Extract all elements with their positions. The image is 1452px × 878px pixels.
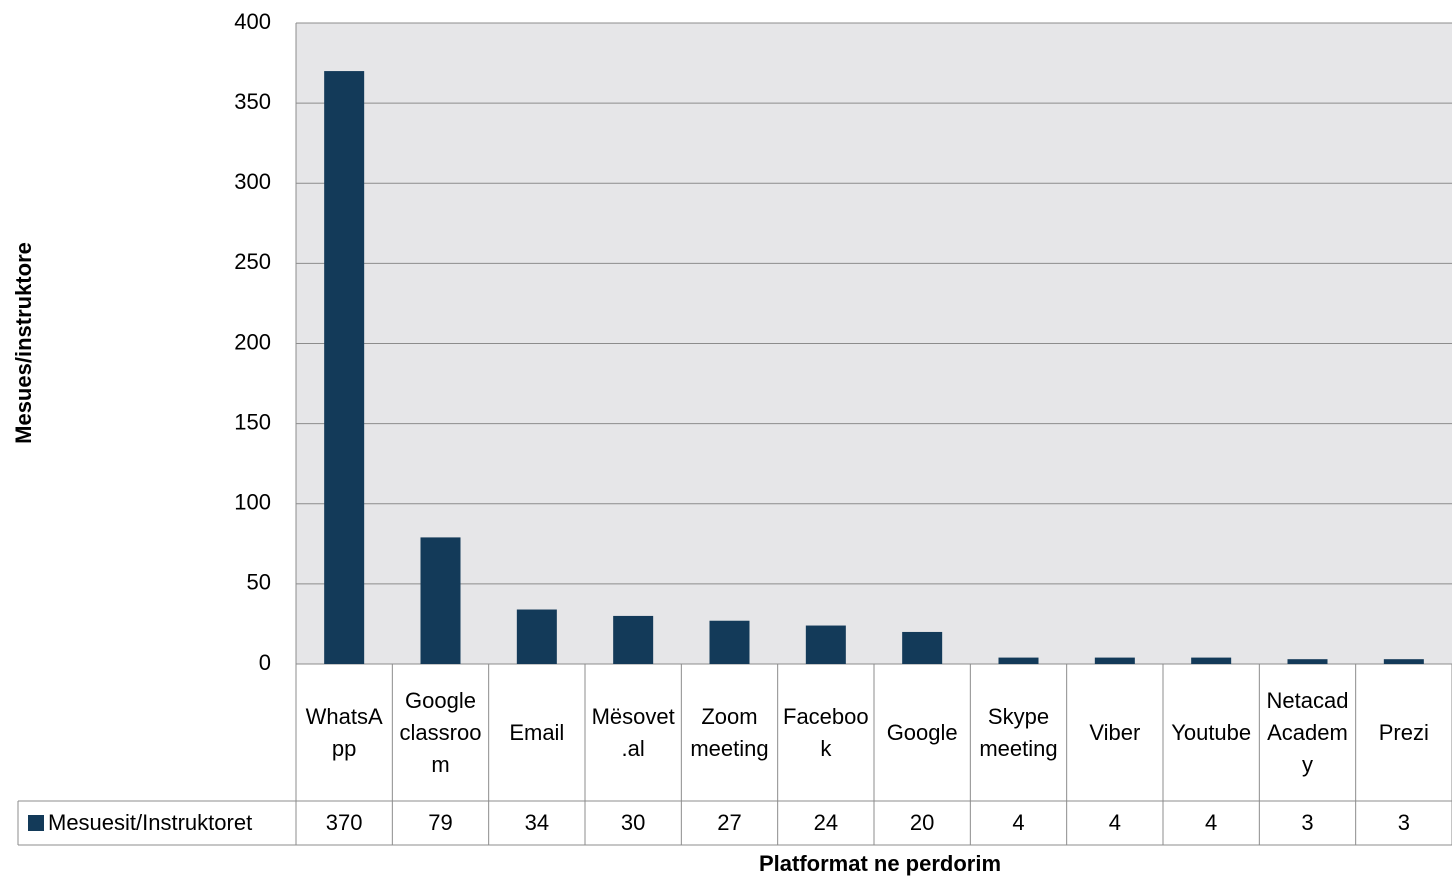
y-tick-label: 250: [234, 249, 271, 274]
bar: [998, 657, 1039, 664]
data-label: 4: [1012, 810, 1025, 835]
data-label: 4: [1205, 810, 1218, 835]
data-label: 4: [1108, 810, 1121, 835]
bar: [1287, 659, 1328, 664]
bar: [420, 537, 461, 664]
bar: [516, 609, 557, 664]
x-tick-label: Email: [509, 719, 565, 745]
bar: [709, 620, 750, 664]
bar: [613, 615, 654, 664]
data-label: 3: [1301, 810, 1314, 835]
bar: [902, 631, 943, 664]
data-label: 34: [524, 810, 550, 835]
legend-swatch: [28, 815, 44, 831]
y-tick-label: 100: [234, 490, 271, 515]
y-tick-label: 50: [247, 570, 271, 595]
x-tick-label: Skype meeting: [979, 703, 1058, 761]
x-tick-label: Facebook: [783, 703, 869, 761]
data-label: 20: [909, 810, 935, 835]
x-tick-label: Prezi: [1378, 719, 1429, 745]
x-tick-label: Netacad Academy: [1266, 687, 1349, 777]
y-tick-label: 300: [234, 169, 271, 194]
bar: [805, 625, 846, 664]
y-tick-label: 200: [234, 329, 271, 354]
x-tick-label: Google classroom: [399, 687, 482, 777]
x-tick-label: Mësovet.al: [591, 703, 675, 761]
y-axis-label: Mesues/instruktore: [11, 242, 36, 444]
x-axis-label: Platformat ne perdorim: [759, 851, 1001, 876]
y-tick-label: 150: [234, 409, 271, 434]
y-tick-label: 400: [234, 9, 271, 34]
legend-label: Mesuesit/Instruktoret: [48, 810, 253, 835]
y-tick-label: 0: [259, 650, 271, 675]
data-label: 30: [620, 810, 646, 835]
data-label: 3: [1397, 810, 1410, 835]
data-label: 79: [428, 810, 453, 835]
bar: [1094, 657, 1135, 664]
data-label: 27: [717, 810, 742, 835]
x-tick-label: WhatsApp: [305, 703, 383, 761]
bar: [324, 71, 365, 664]
data-label: 370: [325, 810, 363, 835]
x-tick-label: Zoom meeting: [690, 703, 769, 761]
bar: [1191, 657, 1232, 664]
x-tick-label: Viber: [1089, 719, 1141, 745]
bar: [1383, 659, 1424, 664]
data-label: 24: [813, 810, 839, 835]
y-tick-label: 350: [234, 89, 271, 114]
x-tick-label: Google: [886, 719, 958, 745]
x-tick-label: Youtube: [1171, 719, 1252, 745]
